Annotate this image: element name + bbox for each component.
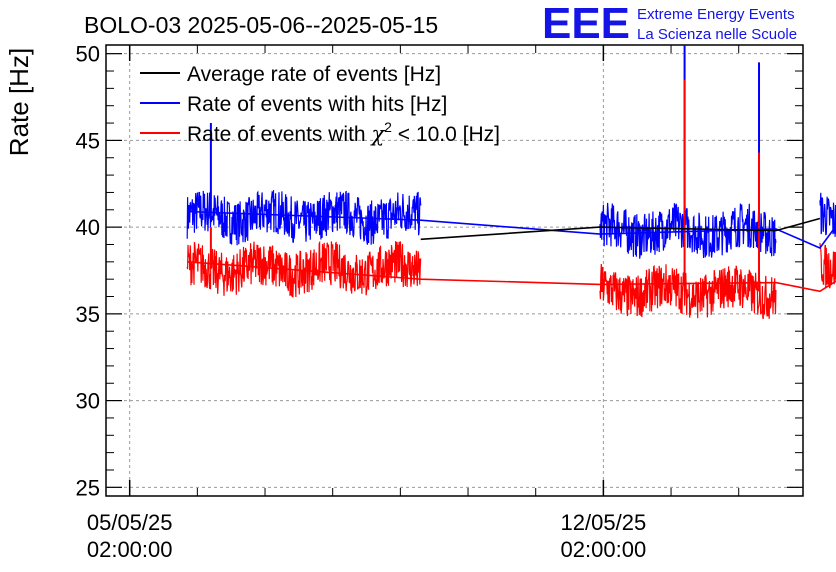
logo-line-1: Extreme Energy Events [637, 6, 795, 23]
legend-label-average: Average rate of events [Hz] [187, 63, 441, 86]
legend-chi2-superscript: 2 [384, 119, 392, 135]
y-tick-label: 25 [76, 475, 100, 500]
series-line-0 [420, 217, 821, 241]
x-tick-label-time: 02:00:00 [561, 537, 647, 562]
eee-logo: EEE Extreme Energy Events La Scienza nel… [542, 0, 797, 48]
series-line-1 [187, 210, 836, 249]
plot-frame [105, 44, 804, 497]
y-tick-label: 30 [76, 389, 100, 414]
y-tick-label: 40 [76, 215, 100, 240]
legend: Average rate of events [Hz] Rate of even… [140, 63, 500, 146]
series-band-2 [186, 240, 836, 320]
legend-chi2-prefix: Rate of events with [187, 123, 371, 146]
series-layer [186, 45, 836, 320]
y-tick-label: 50 [76, 42, 100, 67]
series-line-2 [187, 261, 836, 293]
chart-title: BOLO-03 2025-05-06--2025-05-15 [84, 12, 438, 38]
legend-label-chi2: Rate of events with χ2 < 10.0 [Hz] [187, 119, 500, 146]
series-band-1 [186, 190, 836, 259]
tick-labels: 25303540455005/05/2502:00:0012/05/2502:0… [76, 42, 647, 562]
logo-line-2: La Scienza nelle Scuole [637, 26, 797, 43]
x-tick-label-date: 12/05/25 [561, 510, 647, 535]
legend-chi2-suffix: < 10.0 [Hz] [392, 123, 500, 146]
axis-ticks [106, 45, 803, 496]
x-tick-label-date: 05/05/25 [87, 510, 173, 535]
legend-label-hits: Rate of events with hits [Hz] [187, 93, 447, 116]
y-tick-label: 35 [76, 302, 100, 327]
legend-chi2-symbol: χ [369, 122, 385, 146]
x-tick-label-time: 02:00:00 [87, 537, 173, 562]
y-tick-label: 45 [76, 128, 100, 153]
y-axis-label: Rate [Hz] [4, 48, 34, 156]
eee-logo-mark: EEE [542, 0, 630, 48]
